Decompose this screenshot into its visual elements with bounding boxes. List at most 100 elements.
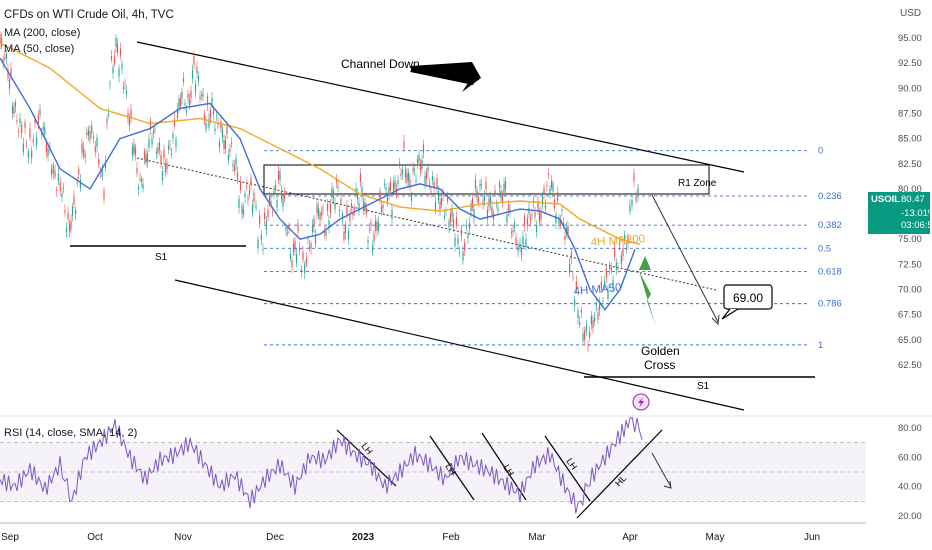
candle-body <box>13 107 15 114</box>
candle-body <box>151 138 153 145</box>
candle-body <box>389 182 392 191</box>
candle-body <box>29 128 31 138</box>
candle-body <box>526 218 529 226</box>
candle-body <box>42 126 44 131</box>
candle-body <box>145 154 147 164</box>
candle-body <box>131 146 134 156</box>
candle-body <box>474 179 477 189</box>
candle-body <box>580 309 582 313</box>
candle-body <box>154 128 156 130</box>
candle-body <box>142 184 144 190</box>
rsi-lower-high-line <box>544 435 591 502</box>
candle-body <box>44 127 46 135</box>
candle-body <box>400 173 402 176</box>
candle-body <box>365 208 368 214</box>
candle-body <box>446 197 449 202</box>
candle-body <box>107 113 110 116</box>
candle-body <box>574 299 576 306</box>
candle-body <box>391 209 393 220</box>
candle-body <box>460 229 462 236</box>
candle-body <box>45 143 47 153</box>
candle-body <box>594 317 596 322</box>
candle-body <box>531 214 533 216</box>
cross-label: Cross <box>644 358 675 372</box>
candle-body <box>633 173 635 182</box>
candle-body <box>300 269 302 273</box>
candle-body <box>299 247 301 251</box>
candle-body <box>67 212 69 220</box>
candle-body <box>358 202 360 211</box>
candle-body <box>136 167 138 174</box>
candle-body <box>277 170 280 180</box>
candle-body <box>590 315 592 325</box>
candle-body <box>245 186 248 188</box>
candle-body <box>285 227 287 231</box>
candle-body <box>595 303 597 306</box>
x-tick-label: Mar <box>528 532 546 543</box>
candle-body <box>541 197 544 205</box>
y-tick-label: 90.00 <box>898 83 922 94</box>
candle-body <box>425 172 428 180</box>
candle-body <box>283 193 286 199</box>
candle-body <box>346 206 348 216</box>
candle-body <box>197 76 200 81</box>
candle-body <box>161 171 164 181</box>
candle-body <box>385 187 387 191</box>
candle-body <box>412 168 414 172</box>
fib-label: 0 <box>818 146 823 157</box>
candle-body <box>418 155 420 162</box>
candle-body <box>289 253 292 259</box>
candle-body <box>572 277 574 279</box>
rsi-legend[interactable]: RSI (14, close, SMA, 14, 2) <box>4 427 138 439</box>
candle-body <box>525 238 527 248</box>
candle-body <box>221 129 224 138</box>
candle-body <box>451 208 453 217</box>
candle-body <box>550 180 553 188</box>
candle-body <box>116 43 119 53</box>
candle-body <box>561 209 563 211</box>
candle-body <box>248 190 251 195</box>
candle-body <box>424 175 426 184</box>
candle-body <box>427 167 429 173</box>
x-tick-label: Oct <box>87 532 103 543</box>
candle-body <box>555 214 557 224</box>
candle-body <box>575 281 577 291</box>
golden-label: Golden <box>641 344 680 358</box>
ma50-legend[interactable]: MA (50, close) <box>4 43 75 55</box>
candle-body <box>510 232 513 234</box>
projection-arrow <box>651 194 719 323</box>
candle-body <box>452 218 455 228</box>
candle-body <box>355 188 357 192</box>
candle-body <box>14 102 17 107</box>
candle-body <box>241 205 243 214</box>
candle-body <box>127 113 129 119</box>
candle-body <box>175 138 177 148</box>
ma200-legend[interactable]: MA (200, close) <box>4 27 81 39</box>
candle-body <box>203 113 206 120</box>
rsi-higher-low-line <box>576 429 663 519</box>
candle-body <box>190 90 192 99</box>
rsi-lower-high-line <box>336 429 397 487</box>
candle-body <box>292 243 295 253</box>
candle-body <box>71 206 74 216</box>
candle-body <box>251 205 254 214</box>
candle-body <box>232 164 234 167</box>
candle-body <box>501 193 504 203</box>
fib-label: 0.236 <box>818 191 842 202</box>
candle-body <box>253 192 255 202</box>
candle-body <box>617 266 619 269</box>
candle-body <box>341 213 344 220</box>
candle-body <box>416 158 419 164</box>
candle-body <box>250 177 252 185</box>
ma50-annotation: 4H MA50 <box>573 282 622 298</box>
ma200-annotation: 4H MA200 <box>590 233 645 249</box>
candle-body <box>376 221 378 231</box>
candle-body <box>373 233 375 241</box>
candle-body <box>181 92 183 99</box>
candle-body <box>227 154 230 161</box>
candle-body <box>125 90 128 94</box>
candle-body <box>274 184 277 190</box>
y-tick-label: 92.50 <box>898 58 922 69</box>
candle-body <box>163 149 165 159</box>
